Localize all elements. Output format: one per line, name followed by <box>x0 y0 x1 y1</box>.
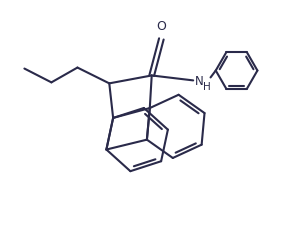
Text: O: O <box>156 20 166 33</box>
Text: N: N <box>195 75 203 88</box>
Text: H: H <box>203 81 211 92</box>
